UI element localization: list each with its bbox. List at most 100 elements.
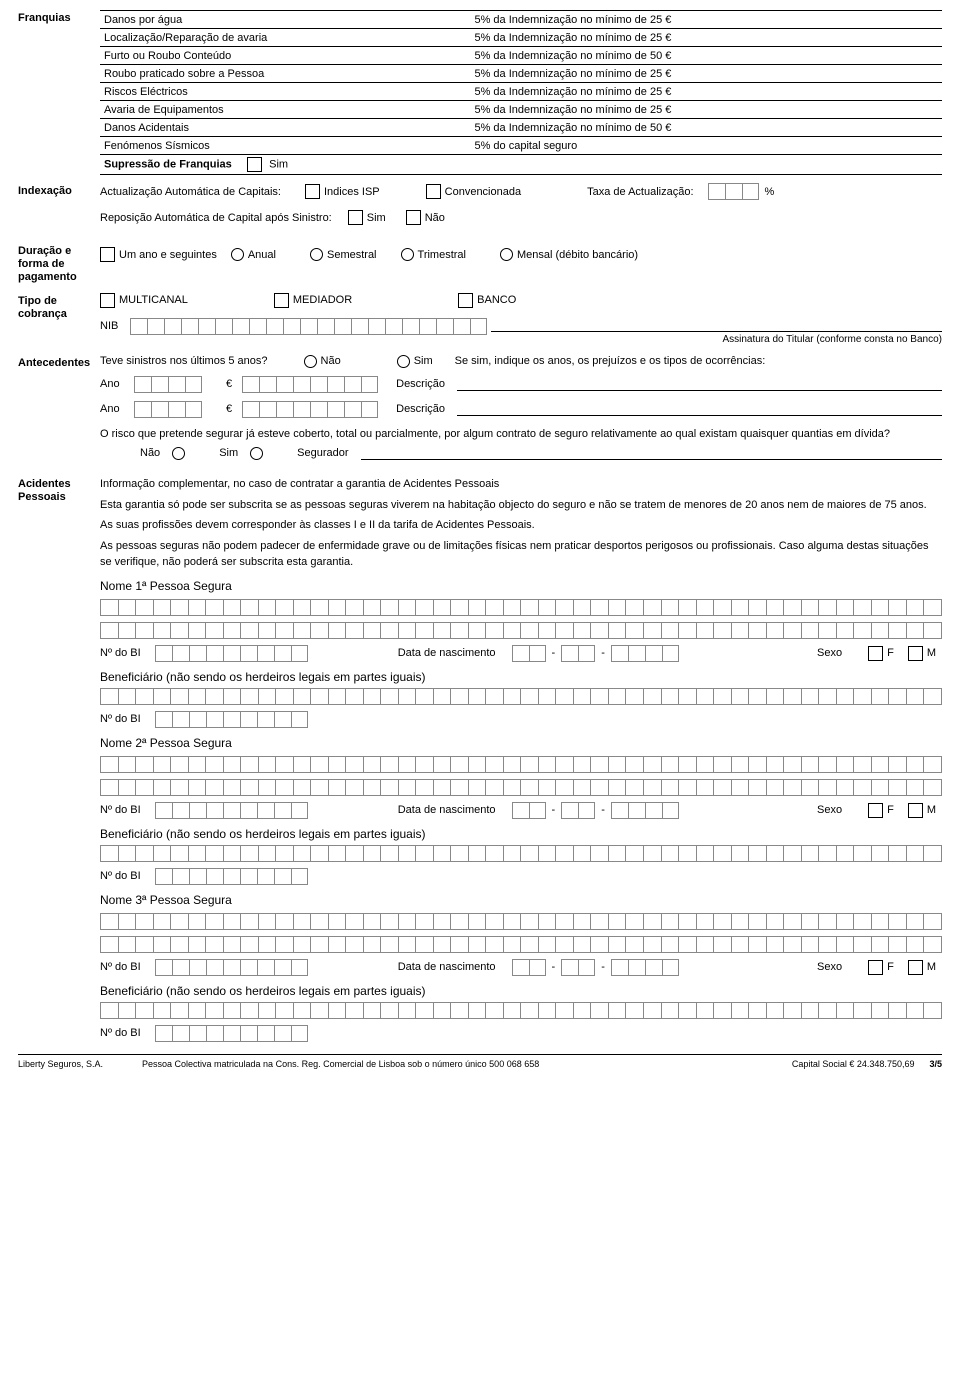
dob-month-input[interactable] [561, 645, 595, 662]
trimestral-radio[interactable] [401, 248, 414, 261]
sexo-f-checkbox[interactable] [868, 960, 883, 975]
repos-label: Reposição Automática de Capital após Sin… [100, 212, 332, 224]
eur2-label: € [226, 403, 232, 415]
dob-month-input[interactable] [561, 959, 595, 976]
benef-bi-input[interactable] [155, 868, 308, 885]
isp-checkbox[interactable] [305, 184, 320, 199]
repos-sim-checkbox[interactable] [348, 210, 363, 225]
footer-company: Liberty Seguros, S.A. [18, 1059, 142, 1069]
name-input-row[interactable] [100, 599, 942, 616]
anual-radio[interactable] [231, 248, 244, 261]
dob-day-input[interactable] [512, 645, 546, 662]
sexo-m-label: M [927, 647, 936, 659]
ano1-input[interactable] [134, 376, 202, 393]
q1-nao-label: Não [321, 355, 341, 367]
dob-day-input[interactable] [512, 959, 546, 976]
multicanal-label: MULTICANAL [119, 294, 188, 306]
dob-year-input[interactable] [611, 802, 679, 819]
mediador-label: MEDIADOR [293, 294, 352, 306]
sexo-f-label: F [887, 804, 894, 816]
bi-input[interactable] [155, 959, 308, 976]
name-input-row[interactable] [100, 688, 942, 705]
benef-bi-input[interactable] [155, 711, 308, 728]
mensal-radio[interactable] [500, 248, 513, 261]
indexacao-title: Indexação [18, 183, 100, 235]
eur1-label: € [226, 378, 232, 390]
sexo-f-checkbox[interactable] [868, 646, 883, 661]
conv-checkbox[interactable] [426, 184, 441, 199]
suppress-checkbox[interactable] [247, 157, 262, 172]
descr2-input[interactable] [457, 402, 942, 416]
sexo-m-checkbox[interactable] [908, 960, 923, 975]
banco-checkbox[interactable] [458, 293, 473, 308]
franquias-row-value: 5% do capital seguro [470, 137, 840, 155]
franquias-row-label: Localização/Reparação de avaria [100, 29, 470, 47]
conv-label: Convencionada [445, 186, 521, 198]
footer-page: 3/5 [929, 1059, 942, 1069]
bi-input[interactable] [155, 802, 308, 819]
sexo-label: Sexo [817, 647, 842, 659]
bi-input[interactable] [155, 645, 308, 662]
nib-input[interactable] [130, 318, 487, 335]
franquias-title: Franquias [18, 10, 100, 175]
repos-nao-checkbox[interactable] [406, 210, 421, 225]
multicanal-checkbox[interactable] [100, 293, 115, 308]
name-input-row[interactable] [100, 779, 942, 796]
benef-label: Beneficiário (não sendo os herdeiros leg… [100, 984, 936, 998]
signature-hint: Assinatura do Titular (conforme consta n… [722, 334, 942, 345]
nib-label: NIB [100, 318, 118, 332]
acidentes-l3: As suas profissões devem corresponder às… [100, 517, 942, 534]
um-ano-checkbox[interactable] [100, 247, 115, 262]
franquias-row-label: Danos Acidentais [100, 119, 470, 137]
sexo-label: Sexo [817, 804, 842, 816]
um-ano-label: Um ano e seguintes [119, 249, 217, 261]
person-title: Nome 1ª Pessoa Segura [100, 579, 942, 593]
name-input-row[interactable] [100, 1002, 942, 1019]
acidentes-l1: Informação complementar, no caso de cont… [100, 476, 942, 493]
semestral-radio[interactable] [310, 248, 323, 261]
dob-day-input[interactable] [512, 802, 546, 819]
dob-month-input[interactable] [561, 802, 595, 819]
benef-bi-input[interactable] [155, 1025, 308, 1042]
dob-year-input[interactable] [611, 959, 679, 976]
sexo-f-label: F [887, 961, 894, 973]
valor2-input[interactable] [242, 401, 378, 418]
descr1-input[interactable] [457, 377, 942, 391]
q1-sim-radio[interactable] [397, 355, 410, 368]
ano2-label: Ano [100, 403, 128, 415]
name-input-row[interactable] [100, 622, 942, 639]
pct-label: % [765, 186, 775, 198]
valor1-input[interactable] [242, 376, 378, 393]
acidentes-l2: Esta garantia só pode ser subscrita se a… [100, 497, 942, 514]
taxa-input[interactable] [708, 183, 759, 200]
ano2-input[interactable] [134, 401, 202, 418]
benef-bi-label: Nº do BI [100, 1027, 141, 1039]
taxa-label: Taxa de Actualização: [587, 186, 693, 198]
sexo-f-checkbox[interactable] [868, 803, 883, 818]
franquias-table: Danos por água5% da Indemnização no míni… [100, 10, 942, 175]
sexo-m-checkbox[interactable] [908, 803, 923, 818]
franquias-row-value: 5% da Indemnização no mínimo de 25 € [470, 29, 840, 47]
signature-line[interactable] [491, 318, 942, 332]
name-input-row[interactable] [100, 913, 942, 930]
sexo-m-checkbox[interactable] [908, 646, 923, 661]
dob-label: Data de nascimento [398, 647, 496, 659]
franquias-row-label: Danos por água [100, 11, 470, 29]
dob-year-input[interactable] [611, 645, 679, 662]
q1-nao-radio[interactable] [304, 355, 317, 368]
q2-sim-label: Sim [219, 447, 238, 459]
franquias-row-value: 5% da Indemnização no mínimo de 50 € [470, 119, 840, 137]
acidentes-title: Acidentes Pessoais [18, 476, 100, 1046]
mediador-checkbox[interactable] [274, 293, 289, 308]
q2-sim-radio[interactable] [250, 447, 263, 460]
segurador-input[interactable] [361, 446, 942, 460]
benef-bi-label: Nº do BI [100, 870, 141, 882]
franquias-row-label: Riscos Eléctricos [100, 83, 470, 101]
banco-label: BANCO [477, 294, 516, 306]
name-input-row[interactable] [100, 756, 942, 773]
name-input-row[interactable] [100, 845, 942, 862]
name-input-row[interactable] [100, 936, 942, 953]
sexo-label: Sexo [817, 961, 842, 973]
franquias-row-value: 5% da Indemnização no mínimo de 25 € [470, 65, 840, 83]
q2-nao-radio[interactable] [172, 447, 185, 460]
